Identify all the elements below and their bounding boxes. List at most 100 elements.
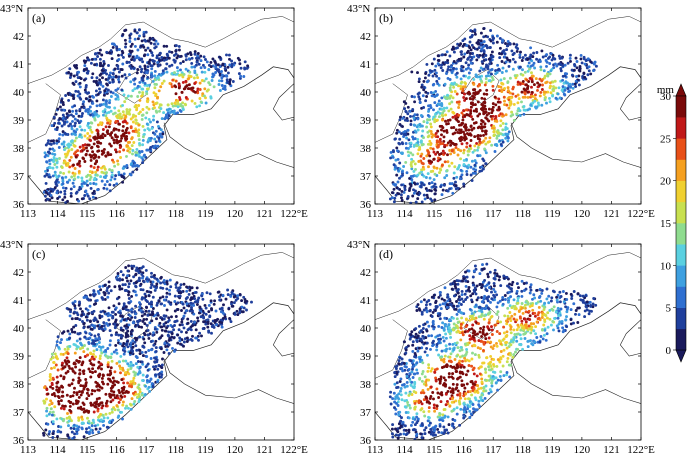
- station-point: [69, 194, 73, 198]
- station-point: [132, 66, 136, 70]
- station-point: [84, 84, 88, 87]
- station-point: [146, 53, 150, 57]
- station-point: [145, 99, 149, 103]
- station-point: [490, 325, 493, 329]
- station-point: [122, 385, 126, 389]
- station-point: [157, 299, 161, 303]
- station-point: [86, 325, 90, 329]
- station-point: [107, 64, 110, 67]
- station-point: [499, 85, 503, 89]
- station-point: [88, 304, 92, 308]
- station-point: [85, 175, 89, 179]
- station-point: [90, 389, 94, 392]
- station-point: [96, 114, 100, 118]
- station-point: [438, 137, 442, 141]
- station-point: [94, 79, 98, 83]
- station-point: [232, 295, 236, 299]
- station-point: [53, 186, 57, 190]
- station-point: [141, 161, 145, 165]
- station-point: [403, 186, 407, 190]
- station-point: [554, 96, 558, 100]
- station-point: [168, 111, 172, 114]
- station-point: [559, 295, 563, 298]
- station-point: [159, 128, 163, 132]
- station-point: [129, 332, 133, 336]
- station-point: [104, 401, 108, 405]
- station-point: [140, 57, 144, 61]
- station-point: [118, 360, 122, 364]
- station-point: [226, 71, 230, 75]
- station-point: [176, 333, 180, 337]
- station-point: [519, 337, 523, 341]
- station-point: [486, 65, 490, 68]
- station-point: [436, 58, 440, 62]
- y-tick-label: 37: [13, 171, 25, 183]
- station-point: [116, 97, 120, 101]
- station-point: [124, 137, 128, 141]
- station-point: [423, 414, 427, 418]
- station-point: [90, 121, 94, 125]
- station-point: [68, 165, 72, 169]
- station-point: [397, 141, 401, 145]
- station-point: [126, 149, 130, 153]
- coastline-south: [163, 358, 294, 404]
- station-point: [137, 383, 141, 387]
- station-point: [570, 68, 574, 72]
- station-point: [417, 159, 421, 163]
- station-point: [488, 79, 492, 83]
- station-point: [129, 44, 133, 48]
- station-point: [99, 362, 103, 366]
- station-point: [202, 315, 205, 319]
- station-point: [442, 183, 446, 187]
- station-point: [110, 352, 114, 356]
- station-point: [107, 420, 111, 424]
- station-point: [413, 100, 417, 104]
- station-point: [477, 55, 481, 59]
- station-point: [156, 96, 159, 100]
- station-point: [441, 188, 445, 192]
- station-point: [108, 369, 112, 373]
- station-point: [84, 295, 88, 299]
- station-point: [471, 117, 475, 121]
- station-point: [107, 76, 111, 80]
- station-point: [195, 105, 199, 109]
- station-point: [490, 126, 494, 130]
- station-point: [152, 38, 156, 42]
- station-point: [529, 103, 533, 107]
- station-point: [553, 62, 557, 66]
- station-point: [121, 283, 125, 287]
- station-point: [519, 50, 522, 54]
- station-point: [140, 272, 144, 276]
- station-point: [107, 318, 111, 322]
- station-point: [426, 113, 430, 117]
- station-point: [159, 275, 163, 279]
- station-point: [478, 88, 482, 92]
- station-point: [469, 139, 473, 142]
- station-point: [538, 83, 542, 87]
- station-point: [420, 83, 424, 87]
- station-point: [209, 299, 213, 303]
- station-point: [501, 121, 505, 125]
- station-point: [142, 337, 146, 341]
- station-point: [137, 392, 141, 396]
- station-point: [226, 65, 230, 69]
- station-point: [127, 323, 131, 327]
- station-point: [196, 54, 200, 58]
- station-point: [452, 171, 456, 175]
- station-point: [115, 45, 119, 49]
- station-point: [540, 88, 544, 91]
- station-point: [455, 383, 459, 387]
- station-point: [182, 306, 186, 310]
- station-point: [436, 54, 440, 58]
- station-point: [201, 92, 205, 96]
- station-point: [436, 129, 440, 133]
- station-point: [102, 147, 106, 151]
- station-point: [485, 88, 489, 92]
- station-point: [138, 349, 142, 352]
- station-point: [147, 278, 151, 282]
- station-point: [92, 357, 96, 361]
- station-point: [120, 335, 124, 339]
- station-point: [558, 96, 562, 100]
- station-point: [139, 288, 143, 292]
- station-point: [97, 51, 101, 55]
